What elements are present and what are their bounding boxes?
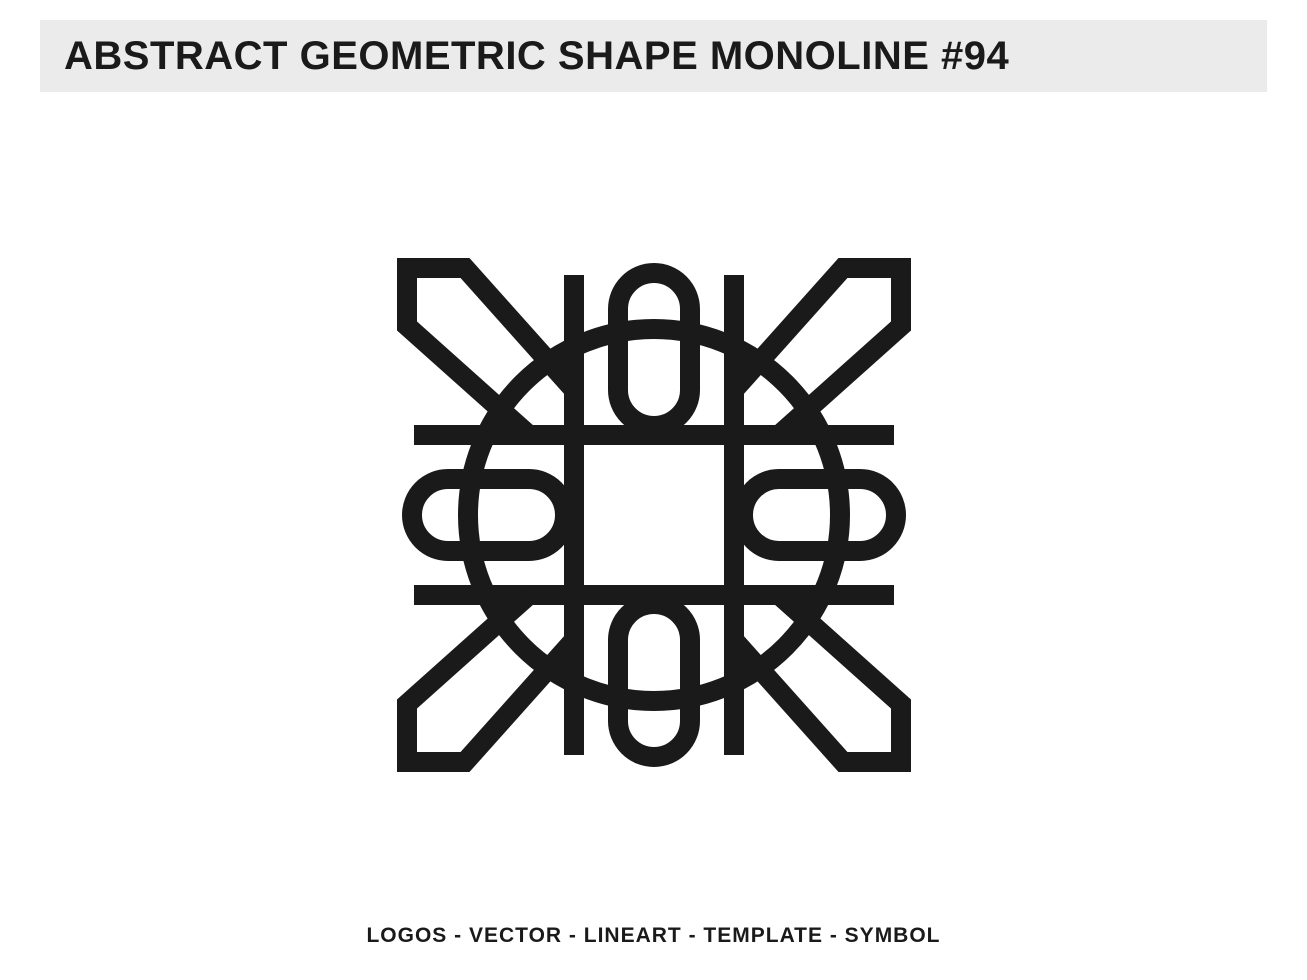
page-title: ABSTRACT GEOMETRIC SHAPE MONOLINE #94 (64, 34, 1009, 79)
footer-bar: LOGOS - VECTOR - LINEART - TEMPLATE - SY… (0, 924, 1307, 948)
title-bar: ABSTRACT GEOMETRIC SHAPE MONOLINE #94 (40, 20, 1267, 92)
footer-tags: LOGOS - VECTOR - LINEART - TEMPLATE - SY… (366, 924, 940, 947)
geometric-monoline-shape (394, 255, 914, 775)
figure-container (0, 150, 1307, 880)
